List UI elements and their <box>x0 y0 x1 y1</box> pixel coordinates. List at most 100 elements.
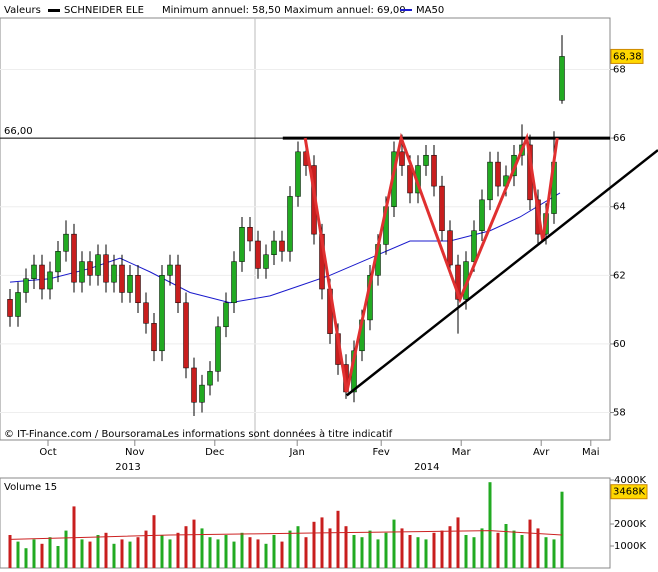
volume-bar <box>40 543 44 568</box>
volume-bar <box>56 546 60 568</box>
x-tick-label: Dec <box>205 447 224 458</box>
candle-body <box>271 240 277 255</box>
volume-bar <box>336 510 340 568</box>
x-tick-label: Avr <box>533 447 550 458</box>
volume-bar <box>256 539 260 568</box>
volume-bar <box>288 530 292 568</box>
volume-bar <box>216 539 220 568</box>
legend-series: SCHNEIDER ELE <box>64 5 144 16</box>
volume-bar <box>488 482 492 568</box>
candle-body <box>111 264 117 283</box>
volume-bar <box>152 515 156 568</box>
volume-bar <box>176 532 180 568</box>
candle-body <box>191 367 197 403</box>
volume-bar <box>64 530 68 568</box>
candle-body <box>239 227 245 262</box>
y-tick-label: 68 <box>613 64 626 75</box>
year-label: 2013 <box>115 462 140 473</box>
volume-ma-line <box>9 530 563 540</box>
candle-body <box>15 292 21 317</box>
volume-bar <box>264 543 268 568</box>
candle-body <box>135 275 141 304</box>
candle-body <box>495 161 501 187</box>
volume-bar <box>376 539 380 568</box>
volume-bar <box>16 541 20 568</box>
volume-bar <box>352 535 356 568</box>
candle-body <box>143 302 149 324</box>
candle-body <box>295 151 301 197</box>
volume-bar <box>448 526 452 568</box>
volume-bar <box>128 541 132 568</box>
candle-body <box>399 151 405 166</box>
candle-body <box>559 56 565 101</box>
volume-title: Volume 15 <box>4 482 57 493</box>
y2-tick-label: 1000K <box>614 541 646 552</box>
volume-bar <box>8 535 12 568</box>
candle-body <box>199 384 205 403</box>
volume-bar <box>80 539 84 568</box>
volume-bar <box>112 543 116 568</box>
candle-body <box>151 323 157 352</box>
y-tick-label: 58 <box>613 408 626 419</box>
legend-swatch <box>400 9 412 11</box>
volume-bar <box>368 530 372 568</box>
volume-bar <box>96 535 100 568</box>
legend-label: Valeurs <box>4 5 41 16</box>
candle-body <box>55 251 61 273</box>
volume-bar <box>440 530 444 568</box>
footer: © IT-Finance.com / BoursoramaLes informa… <box>4 428 393 440</box>
x-tick-label: Mai <box>582 447 600 458</box>
candle-body <box>215 326 221 372</box>
volume-badge <box>610 484 648 500</box>
candle-body <box>207 371 213 386</box>
volume-bar <box>400 528 404 568</box>
candle-body <box>23 278 29 293</box>
price-badge-label: 68,38 <box>613 51 642 62</box>
candle-body <box>159 275 165 352</box>
candle-body <box>127 275 133 293</box>
candle-body <box>87 261 93 276</box>
volume-bar <box>560 491 564 568</box>
candle-body <box>103 254 109 283</box>
candle-body <box>175 264 181 304</box>
candle-body <box>423 154 429 166</box>
candle-body <box>247 227 253 242</box>
volume-bar <box>536 528 540 568</box>
candle-body <box>287 196 293 252</box>
x-tick-label: Fev <box>373 447 390 458</box>
candle-body <box>39 264 45 290</box>
candle-body <box>47 271 53 290</box>
candle-body <box>431 154 437 187</box>
volume-bar <box>408 535 412 568</box>
year-label: 2014 <box>414 462 439 473</box>
volume-bar <box>224 535 228 568</box>
level-label: 66,00 <box>4 126 33 137</box>
volume-bar <box>144 530 148 568</box>
volume-bar <box>120 539 124 568</box>
candle-body <box>447 230 453 266</box>
volume-bar <box>280 541 284 568</box>
volume-bar <box>552 539 556 568</box>
candle-body <box>119 264 125 293</box>
volume-bar <box>344 526 348 568</box>
x-tick-label: Mar <box>452 447 472 458</box>
volume-bar <box>88 541 92 568</box>
volume-bar <box>272 535 276 568</box>
candle-body <box>479 199 485 231</box>
x-tick-label: Jan <box>288 447 304 458</box>
volume-bar <box>520 535 524 568</box>
volume-bar <box>312 521 316 568</box>
x-tick-label: Oct <box>39 447 56 458</box>
volume-bar <box>464 535 468 568</box>
y-tick-label: 64 <box>613 202 626 213</box>
candle-body <box>79 261 85 283</box>
candle-body <box>439 185 445 231</box>
volume-bar <box>240 532 244 568</box>
price-badge <box>610 48 644 64</box>
candle-body <box>223 302 229 328</box>
volume-bar <box>544 537 548 568</box>
candle-body <box>471 230 477 262</box>
volume-bar <box>208 537 212 568</box>
volume-bar <box>504 524 508 568</box>
